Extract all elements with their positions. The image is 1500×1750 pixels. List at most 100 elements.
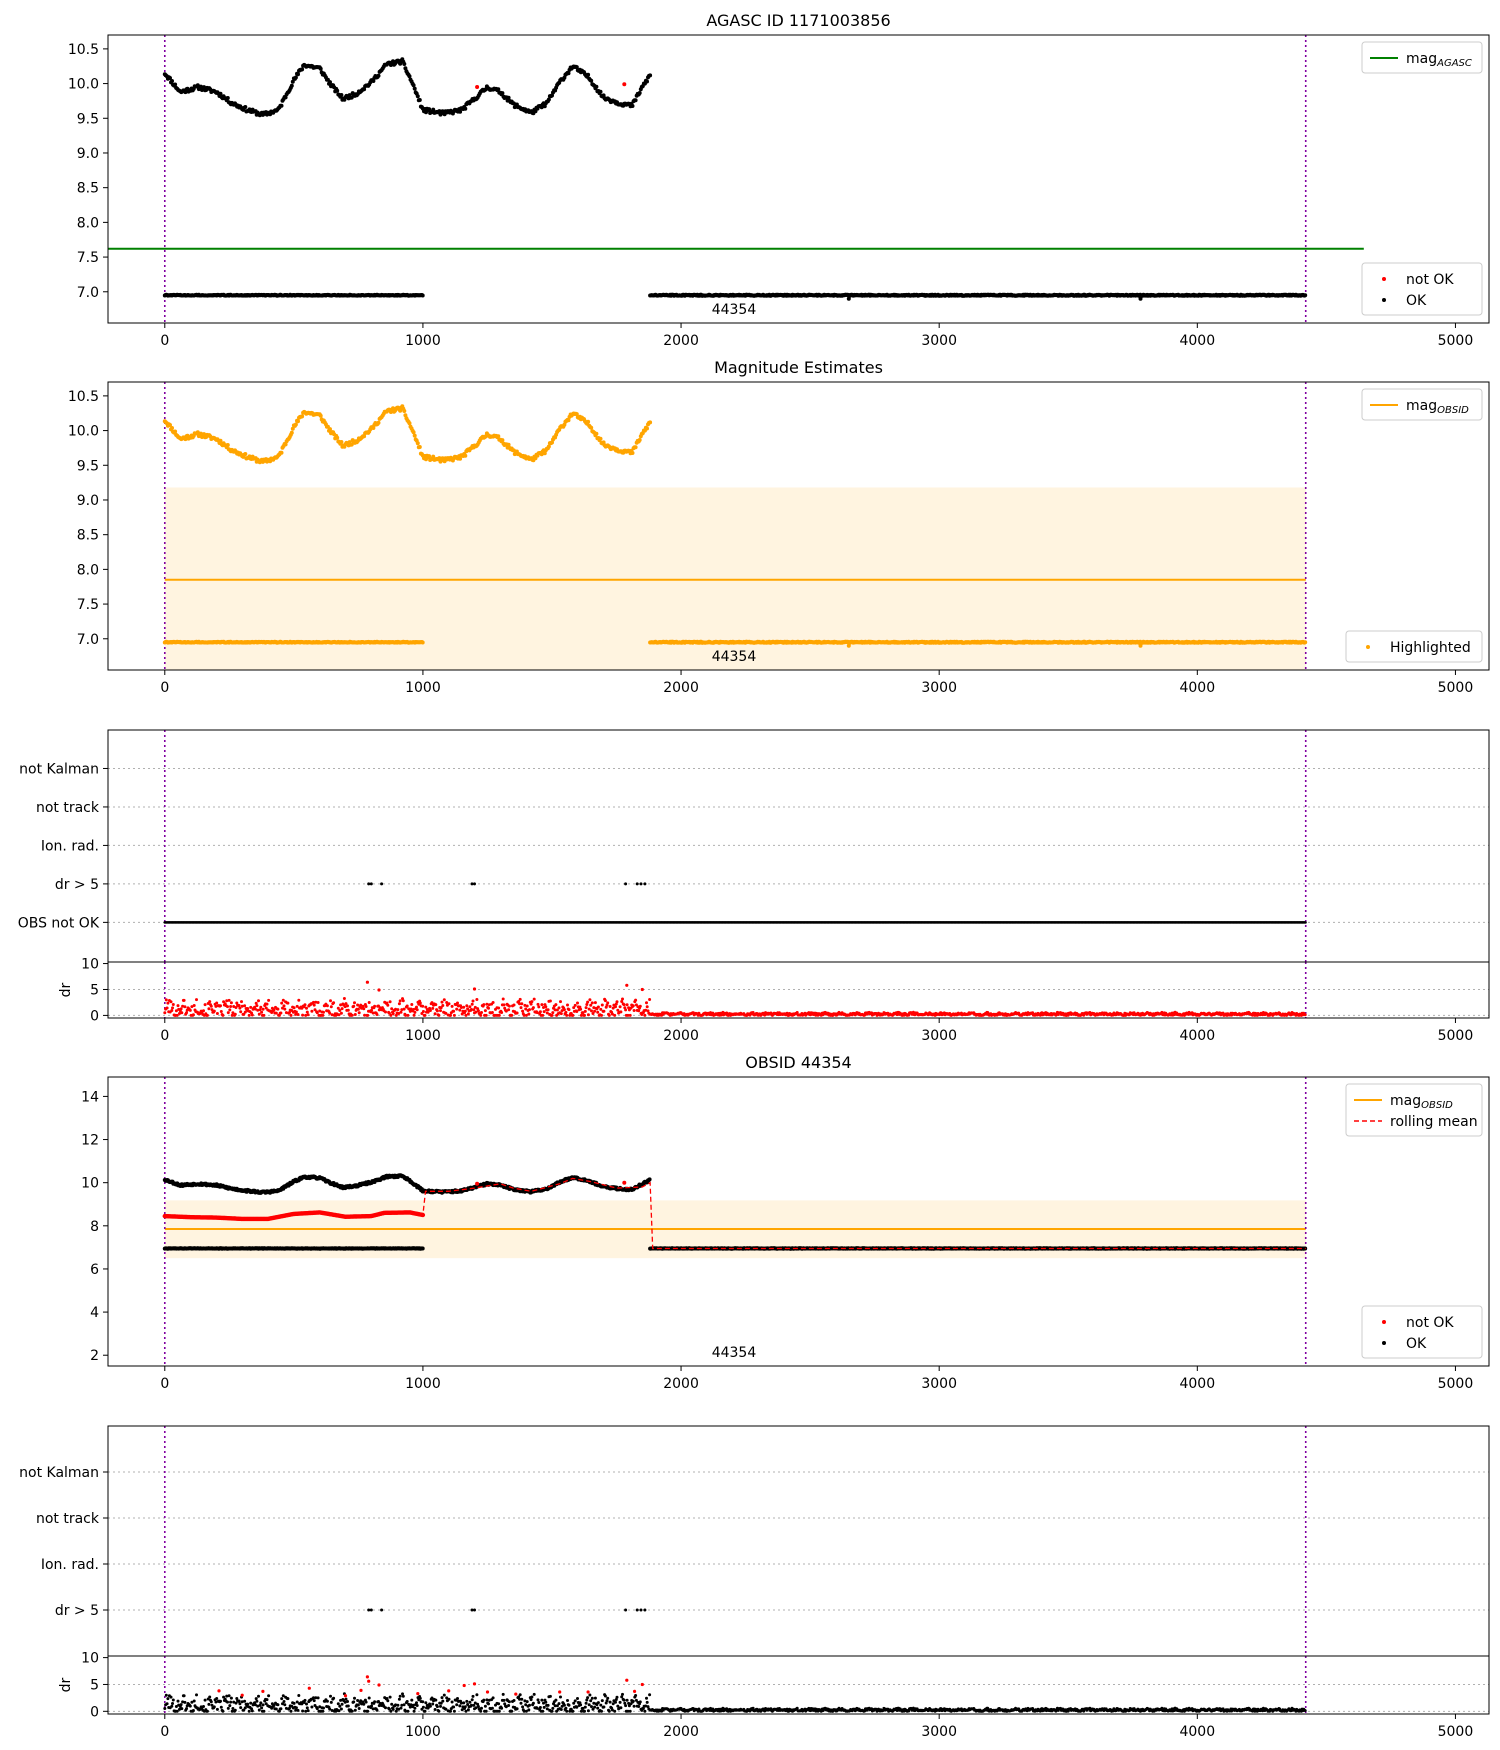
data-point xyxy=(427,107,432,112)
data-point xyxy=(546,97,551,102)
legend-top: magOBSID xyxy=(1361,388,1483,421)
data-point xyxy=(289,83,294,88)
y-tick-label: 8.0 xyxy=(77,562,99,578)
legend-top: magAGASC xyxy=(1361,41,1483,74)
data-point xyxy=(542,104,547,109)
y-tick-label: 9.0 xyxy=(77,493,99,509)
x-tick-label: 3000 xyxy=(921,333,957,349)
data-point xyxy=(598,436,603,441)
data-point xyxy=(1138,643,1143,648)
y-tick-label: 7.5 xyxy=(77,250,99,266)
data-point xyxy=(415,94,420,99)
data-point xyxy=(339,93,344,97)
legend-subscript: OBSID xyxy=(1437,405,1469,416)
data-point xyxy=(300,414,305,419)
data-point xyxy=(1138,296,1143,301)
data-point xyxy=(633,445,638,450)
data-point xyxy=(335,88,340,93)
y-tick-label: 10.5 xyxy=(68,389,99,405)
data-point xyxy=(289,430,294,435)
data-point xyxy=(633,98,638,103)
data-point xyxy=(645,79,649,84)
data-point xyxy=(412,433,417,438)
data-point xyxy=(198,84,203,89)
data-point xyxy=(566,71,571,76)
legend-dot-swatch xyxy=(1382,298,1386,302)
y-tick-label: 7.0 xyxy=(77,285,99,301)
data-point xyxy=(589,425,594,430)
data-point xyxy=(496,434,501,439)
data-point xyxy=(202,85,206,90)
data-point xyxy=(506,95,511,100)
x-tick-label: 5000 xyxy=(1438,333,1474,349)
legend-bottom: Highlighted xyxy=(1345,630,1483,663)
obsid-label: 44354 xyxy=(712,302,757,318)
panel-title: Magnitude Estimates xyxy=(714,358,883,377)
data-point xyxy=(420,640,425,645)
y-tick-label: 10.5 xyxy=(68,42,99,58)
data-point xyxy=(420,293,425,298)
x-tick-label: 4000 xyxy=(1179,333,1215,349)
plot-frame xyxy=(107,34,1490,324)
x-tick-label: 2000 xyxy=(663,333,699,349)
y-tick-label: 7.0 xyxy=(77,632,99,648)
y-tick-label: 10.0 xyxy=(68,77,99,93)
data-point xyxy=(407,74,412,79)
data-point xyxy=(195,83,200,88)
data-point xyxy=(173,429,178,434)
data-point xyxy=(339,440,344,444)
data-point xyxy=(328,80,332,85)
data-point xyxy=(647,1177,652,1182)
y-tick-label: 7.5 xyxy=(77,597,99,613)
data-point xyxy=(411,83,416,88)
data-point xyxy=(170,79,174,83)
data-point xyxy=(846,296,851,301)
data-point xyxy=(500,91,505,96)
data-point xyxy=(335,435,340,440)
data-point xyxy=(225,443,230,447)
data-point xyxy=(318,66,323,71)
obsid-label: 44354 xyxy=(712,649,757,665)
data-point xyxy=(637,91,642,95)
data-point xyxy=(463,106,468,111)
data-point xyxy=(412,86,417,91)
legend-label: OK xyxy=(1406,293,1427,309)
y-tick-label: 9.5 xyxy=(77,111,99,127)
data-point xyxy=(1303,293,1308,298)
data-point xyxy=(279,103,284,108)
data-point xyxy=(500,438,505,443)
x-tick-label: 5000 xyxy=(1438,680,1474,696)
not-ok-point xyxy=(475,85,480,89)
x-tick-label: 4000 xyxy=(1179,680,1215,696)
data-point xyxy=(648,420,653,425)
data-point xyxy=(458,109,463,114)
y-tick-label: 8.5 xyxy=(77,181,99,197)
data-point xyxy=(376,73,381,78)
data-point xyxy=(411,430,416,435)
y-tick-label: 10.0 xyxy=(68,424,99,440)
data-point xyxy=(168,76,172,80)
data-point xyxy=(243,452,248,456)
data-point xyxy=(417,445,422,449)
data-point xyxy=(589,78,594,83)
panel-title: AGASC ID 1171003856 xyxy=(706,11,890,30)
x-tick-label: 2000 xyxy=(663,680,699,696)
data-point xyxy=(417,98,422,102)
data-point xyxy=(349,95,354,100)
x-tick-label: 1000 xyxy=(405,680,441,696)
legend-subscript: AGASC xyxy=(1436,58,1472,69)
data-point xyxy=(630,451,635,455)
legend-label: Highlighted xyxy=(1390,640,1471,656)
data-point xyxy=(407,421,412,426)
x-tick-label: 3000 xyxy=(921,680,957,696)
data-point xyxy=(243,105,248,109)
data-point xyxy=(170,426,174,430)
data-point xyxy=(173,82,178,87)
data-point xyxy=(402,62,407,66)
data-point xyxy=(296,72,300,77)
data-point xyxy=(300,67,305,72)
